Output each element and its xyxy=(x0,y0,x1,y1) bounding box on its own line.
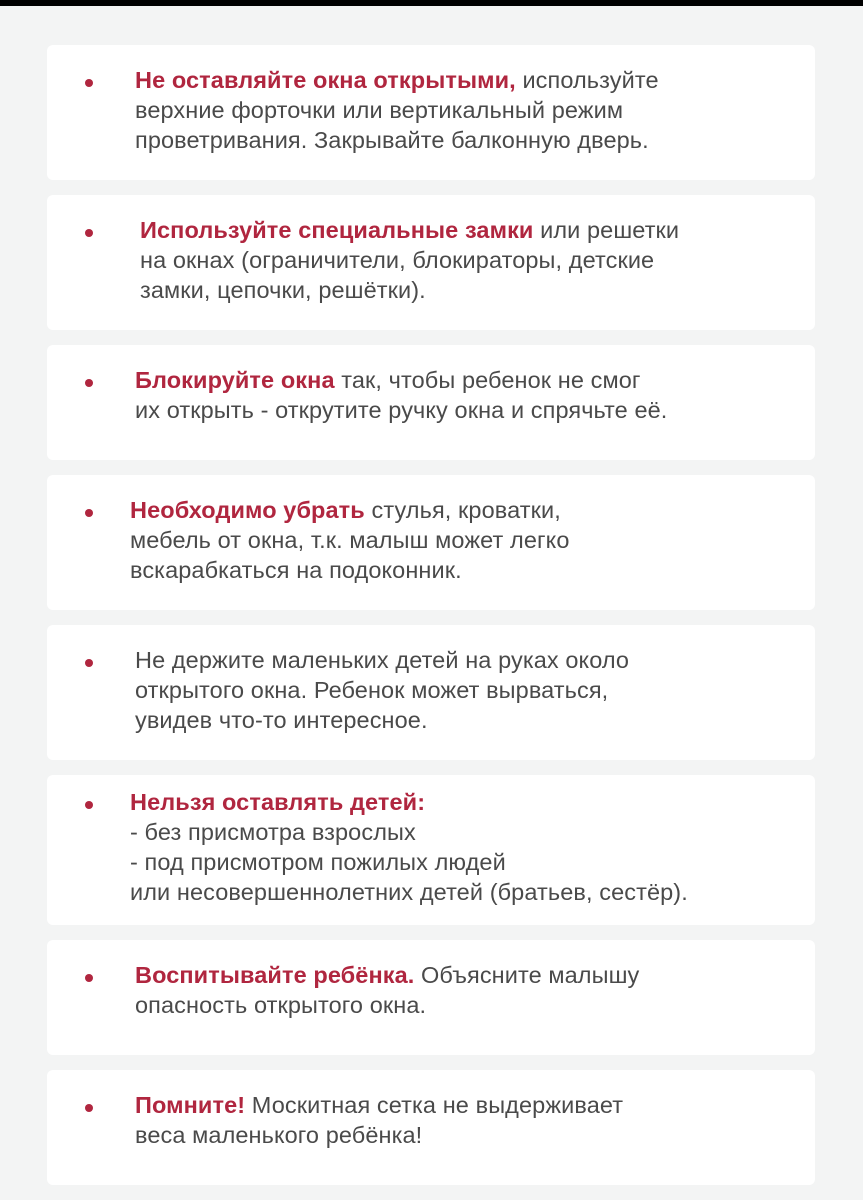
tip-line: Не держите маленьких детей на руках окол… xyxy=(135,645,805,675)
tip-line: проветривания. Закрывайте балконную двер… xyxy=(135,125,805,155)
bullet-icon xyxy=(85,974,93,982)
bullet-icon xyxy=(85,659,93,667)
tip-highlight: Необходимо убрать xyxy=(130,497,365,523)
tip-body: на окнах (ограничители, блокираторы, дет… xyxy=(140,247,655,273)
tip-body: стулья, кроватки, xyxy=(364,497,561,523)
tip-text: Нельзя оставлять детей: - без присмотра в… xyxy=(130,787,805,907)
tip-body: или несовершеннолетних детей (братьев, с… xyxy=(130,879,688,905)
tip-highlight: Нельзя оставлять детей: xyxy=(130,789,426,815)
tip-line: Нельзя оставлять детей: xyxy=(130,787,805,817)
tip-line: Используйте специальные замки или решетк… xyxy=(140,215,805,245)
tip-body: верхние форточки или вертикальный режим xyxy=(135,97,624,123)
tip-highlight: Не оставляйте окна открытыми, xyxy=(135,67,516,93)
tip-body: их открыть - открутите ручку окна и спря… xyxy=(135,397,668,423)
tip-line: верхние форточки или вертикальный режим xyxy=(135,95,805,125)
tip-card: Не оставляйте окна открытыми, используйт… xyxy=(47,45,815,180)
tip-text: Не держите маленьких детей на руках окол… xyxy=(135,645,805,735)
tip-highlight: Используйте специальные замки xyxy=(140,217,534,243)
tip-body: Объясните малышу xyxy=(414,962,640,988)
tip-card: Используйте специальные замки или решетк… xyxy=(47,195,815,330)
tip-highlight: Воспитывайте ребёнка. xyxy=(135,962,415,988)
tip-line: мебель от окна, т.к. малыш может легко xyxy=(130,525,805,555)
bullet-icon xyxy=(85,1104,93,1112)
tip-highlight: Помните! xyxy=(135,1092,246,1118)
tip-card: Нельзя оставлять детей: - без присмотра в… xyxy=(47,775,815,925)
tip-highlight: Блокируйте окна xyxy=(135,367,335,393)
tip-line: вскарабкаться на подоконник. xyxy=(130,555,805,585)
tip-line: на окнах (ограничители, блокираторы, дет… xyxy=(140,245,805,275)
tip-body: опасность открытого окна. xyxy=(135,992,427,1018)
bullet-icon xyxy=(85,509,93,517)
tip-card: Воспитывайте ребёнка. Объясните малышу оп… xyxy=(47,940,815,1055)
tip-body: Не держите маленьких детей на руках окол… xyxy=(135,647,630,673)
tip-text: Блокируйте окна так, чтобы ребенок не см… xyxy=(135,365,805,425)
tip-line: увидев что-то интересное. xyxy=(135,705,805,735)
tip-body: проветривания. Закрывайте балконную двер… xyxy=(135,127,649,153)
tip-body: или решетки xyxy=(533,217,680,243)
tip-line: или несовершеннолетних детей (братьев, с… xyxy=(130,877,805,907)
tip-body: - под присмотром пожилых людей xyxy=(130,849,506,875)
tip-text: Используйте специальные замки или решетк… xyxy=(140,215,805,305)
tip-body: Москитная сетка не выдерживает xyxy=(245,1092,624,1118)
tip-line: Помните! Москитная сетка не выдерживает xyxy=(135,1090,805,1120)
bullet-icon xyxy=(85,801,93,809)
tip-text: Не оставляйте окна открытыми, используйт… xyxy=(135,65,805,155)
tip-body: так, чтобы ребенок не смог xyxy=(334,367,641,393)
tip-line: открытого окна. Ребенок может вырваться, xyxy=(135,675,805,705)
tip-line: Необходимо убрать стулья, кроватки, xyxy=(130,495,805,525)
tip-text: Помните! Москитная сетка не выдерживает в… xyxy=(135,1090,805,1150)
tip-card: Необходимо убрать стулья, кроватки, мебел… xyxy=(47,475,815,610)
bullet-icon xyxy=(85,229,93,237)
bullet-icon xyxy=(85,379,93,387)
tip-line: - под присмотром пожилых людей xyxy=(130,847,805,877)
tip-line: веса маленького ребёнка! xyxy=(135,1120,805,1150)
tip-body: используйте xyxy=(515,67,659,93)
tip-body: замки, цепочки, решётки). xyxy=(140,277,426,303)
tip-body: веса маленького ребёнка! xyxy=(135,1122,423,1148)
tip-line: Блокируйте окна так, чтобы ребенок не см… xyxy=(135,365,805,395)
tip-card: Блокируйте окна так, чтобы ребенок не см… xyxy=(47,345,815,460)
bullet-icon xyxy=(85,79,93,87)
tip-line: их открыть - открутите ручку окна и спря… xyxy=(135,395,805,425)
tip-line: опасность открытого окна. xyxy=(135,990,805,1020)
tip-text: Необходимо убрать стулья, кроватки, мебел… xyxy=(130,495,805,585)
tip-body: увидев что-то интересное. xyxy=(135,707,428,733)
tip-line: Не оставляйте окна открытыми, используйт… xyxy=(135,65,805,95)
tip-body: открытого окна. Ребенок может вырваться, xyxy=(135,677,609,703)
tip-body: мебель от окна, т.к. малыш может легко xyxy=(130,527,570,553)
tip-card: Не держите маленьких детей на руках окол… xyxy=(47,625,815,760)
tip-card: Помните! Москитная сетка не выдерживает в… xyxy=(47,1070,815,1185)
tip-line: Воспитывайте ребёнка. Объясните малышу xyxy=(135,960,805,990)
tip-line: замки, цепочки, решётки). xyxy=(140,275,805,305)
tip-text: Воспитывайте ребёнка. Объясните малышу оп… xyxy=(135,960,805,1020)
tip-body: - без присмотра взрослых xyxy=(130,819,416,845)
tip-body: вскарабкаться на подоконник. xyxy=(130,557,462,583)
status-bar xyxy=(0,0,863,6)
tip-line: - без присмотра взрослых xyxy=(130,817,805,847)
